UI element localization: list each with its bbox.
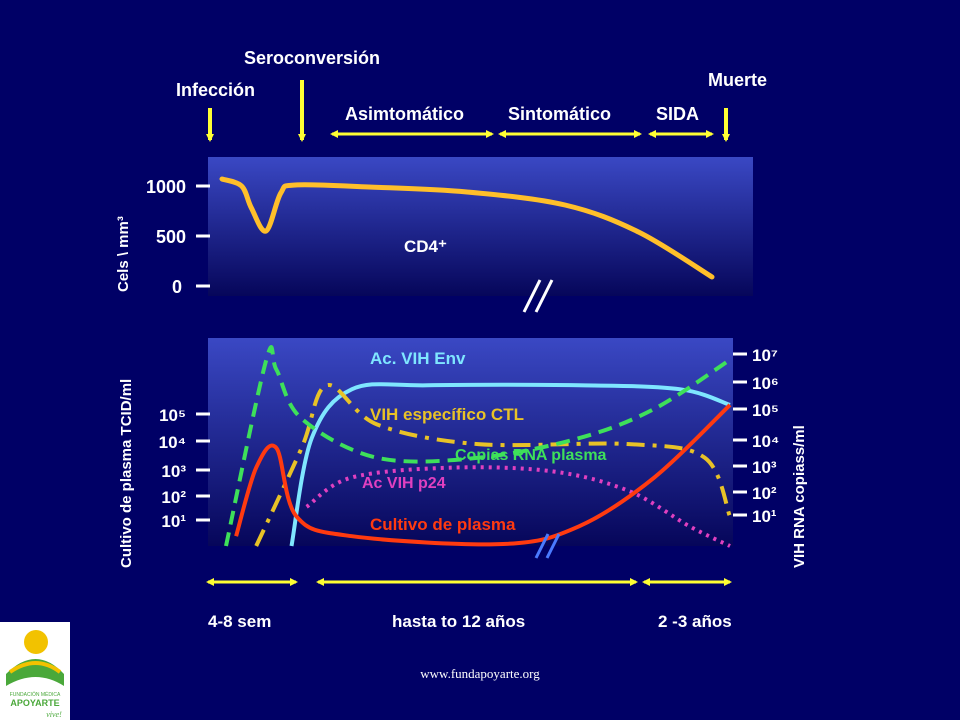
left-tick-label-5: 10⁵ <box>159 406 186 425</box>
duration-label-middle: hasta to 12 años <box>392 612 525 631</box>
axis-break-bottom <box>534 533 561 559</box>
series-line-rna <box>224 345 732 547</box>
series-line-env <box>289 382 731 547</box>
logo-line1: FUNDACIÓN MÉDICA <box>10 691 61 698</box>
event-label-seroconversion: Seroconversión <box>244 48 380 68</box>
series-line-p24 <box>305 465 731 548</box>
right-tick-label-6: 10⁶ <box>752 374 779 393</box>
right-ylabel: VIH RNA copiass/ml <box>791 425 808 568</box>
phase-label-sida: SIDA <box>656 104 699 124</box>
series-label-cultivo: Cultivo de plasma <box>370 515 516 534</box>
series-label-rna: Copias RNA plasma <box>455 447 607 464</box>
left-ylabel: Cultivo de plasma TCID/ml <box>118 379 135 568</box>
series-line-ctl <box>254 383 732 547</box>
right-tick-label-5: 10⁵ <box>752 401 779 420</box>
right-tick-label-3: 10³ <box>752 458 777 477</box>
left-tick-label-3: 10³ <box>161 462 186 481</box>
left-tick-label-1: 10¹ <box>161 512 186 531</box>
event-label-muerte: Muerte <box>708 70 767 90</box>
right-tick-label-2: 10² <box>752 484 777 503</box>
apoyarte-logo-graphic: FUNDACIÓN MÉDICA APOYARTE vive! <box>6 630 64 719</box>
duration-label-late: 2 -3 años <box>658 612 732 631</box>
cd4-series-label: CD4⁺ <box>404 237 447 256</box>
right-tick-label-4: 10⁴ <box>752 432 779 451</box>
phase-label-sintomatico: Sintomático <box>508 104 611 124</box>
cd4-series-line <box>219 176 715 280</box>
logo-tagline: vive! <box>46 710 62 719</box>
series-label-env: Ac. VIH Env <box>370 349 466 368</box>
duration-label-early: 4-8 sem <box>208 612 271 631</box>
right-tick-label-7: 10⁷ <box>752 346 778 365</box>
footer-url: www.fundapoyarte.org <box>420 666 540 681</box>
series-label-p24: Ac VIH p24 <box>362 475 446 492</box>
cd4-panel <box>208 157 753 296</box>
phase-label-asintomatico: Asimtomático <box>345 104 464 124</box>
left-tick-label-4: 10⁴ <box>159 433 186 452</box>
axis-break-top <box>522 279 554 313</box>
cd4-tick-label-1000: 1000 <box>146 177 186 197</box>
logo-line2: APOYARTE <box>10 698 59 708</box>
series-label-ctl: VIH específico CTL <box>370 405 524 424</box>
left-tick-label-2: 10² <box>161 488 186 507</box>
cd4-tick-label-500: 500 <box>156 227 186 247</box>
right-tick-label-1: 10¹ <box>752 507 777 526</box>
apoyarte-logo: FUNDACIÓN MÉDICA APOYARTE vive! <box>0 622 70 720</box>
cd4-ylabel: Cels \ mm³ <box>115 216 132 292</box>
cd4-tick-label-0: 0 <box>172 277 182 297</box>
series-line-cultivo <box>234 403 732 547</box>
event-label-infeccion: Infección <box>176 80 255 100</box>
